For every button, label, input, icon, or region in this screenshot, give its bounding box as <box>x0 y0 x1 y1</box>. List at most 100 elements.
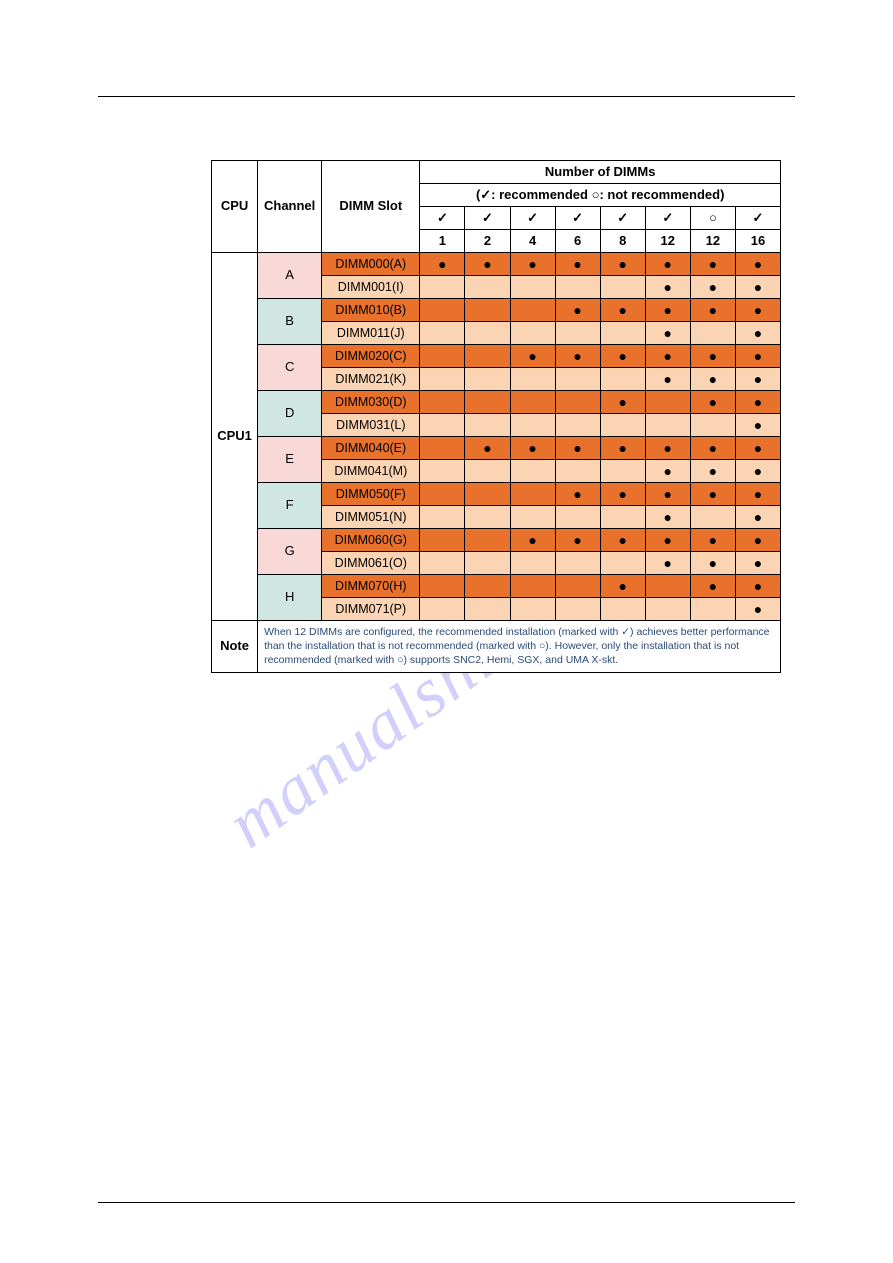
col-header-count-4: 8 <box>600 230 645 253</box>
cell <box>555 552 600 575</box>
cell <box>465 368 510 391</box>
channel-label: C <box>258 345 322 391</box>
cell: ● <box>600 575 645 598</box>
cell: ● <box>510 253 555 276</box>
col-header-count-6: 12 <box>690 230 735 253</box>
cell <box>645 391 690 414</box>
col-header-channel: Channel <box>258 161 322 253</box>
cell <box>600 414 645 437</box>
cell <box>600 322 645 345</box>
cell: ● <box>645 483 690 506</box>
cell: ● <box>510 437 555 460</box>
cell <box>465 276 510 299</box>
table-note-row: Note When 12 DIMMs are configured, the r… <box>212 621 781 673</box>
cell: ● <box>690 391 735 414</box>
cell: ● <box>690 460 735 483</box>
cell <box>555 506 600 529</box>
cell <box>600 506 645 529</box>
col-header-count-7: 16 <box>735 230 780 253</box>
cell: ● <box>645 322 690 345</box>
cell <box>555 322 600 345</box>
dimm-population-table: CPU Channel DIMM Slot Number of DIMMs (✓… <box>211 160 781 673</box>
cell <box>645 598 690 621</box>
dimm-slot-label: DIMM061(O) <box>322 552 420 575</box>
cell <box>690 506 735 529</box>
cell <box>465 345 510 368</box>
col-header-count-0: 1 <box>420 230 465 253</box>
cell: ● <box>690 483 735 506</box>
cell <box>465 460 510 483</box>
col-header-legend: (✓: recommended ○: not recommended) <box>420 184 781 207</box>
dimm-slot-label: DIMM020(C) <box>322 345 420 368</box>
cell <box>420 575 465 598</box>
note-text: When 12 DIMMs are configured, the recomm… <box>258 621 781 673</box>
cell: ● <box>690 345 735 368</box>
col-header-count-3: 6 <box>555 230 600 253</box>
cell <box>510 460 555 483</box>
cell: ● <box>735 483 780 506</box>
cell <box>510 552 555 575</box>
cell: ● <box>600 299 645 322</box>
cell <box>510 414 555 437</box>
cell: ● <box>645 529 690 552</box>
cell: ● <box>645 460 690 483</box>
col-header-count-2: 4 <box>510 230 555 253</box>
channel-label: F <box>258 483 322 529</box>
cell <box>510 322 555 345</box>
col-header-rec-2: ✓ <box>510 207 555 230</box>
col-header-count-1: 2 <box>465 230 510 253</box>
cell <box>465 575 510 598</box>
cell: ● <box>645 345 690 368</box>
cell: ● <box>645 276 690 299</box>
cell <box>420 506 465 529</box>
cell: ● <box>735 575 780 598</box>
cell <box>510 368 555 391</box>
cell: ● <box>645 506 690 529</box>
cell: ● <box>735 322 780 345</box>
cell <box>465 483 510 506</box>
cell: ● <box>735 460 780 483</box>
cell: ● <box>735 437 780 460</box>
cell: ● <box>690 299 735 322</box>
cell: ● <box>555 529 600 552</box>
table-row: F DIMM050(F) ● ● ● ● ● <box>212 483 781 506</box>
cell: ● <box>645 253 690 276</box>
cell <box>645 575 690 598</box>
cell <box>420 414 465 437</box>
cell <box>465 506 510 529</box>
cell: ● <box>735 391 780 414</box>
cell <box>510 276 555 299</box>
channel-label: A <box>258 253 322 299</box>
cell <box>465 299 510 322</box>
cell <box>465 391 510 414</box>
dimm-slot-label: DIMM051(N) <box>322 506 420 529</box>
cell: ● <box>735 368 780 391</box>
cell: ● <box>690 368 735 391</box>
cell: ● <box>645 437 690 460</box>
cell: ● <box>735 345 780 368</box>
dimm-slot-label: DIMM040(E) <box>322 437 420 460</box>
cell: ● <box>690 529 735 552</box>
cell: ● <box>735 299 780 322</box>
cell <box>420 299 465 322</box>
cell <box>510 299 555 322</box>
cell: ● <box>510 345 555 368</box>
dimm-slot-label: DIMM041(M) <box>322 460 420 483</box>
table-row: G DIMM060(G) ● ● ● ● ● ● <box>212 529 781 552</box>
cell: ● <box>465 437 510 460</box>
cell: ● <box>735 276 780 299</box>
cell <box>555 414 600 437</box>
channel-label: G <box>258 529 322 575</box>
cell: ● <box>600 437 645 460</box>
cell: ● <box>555 299 600 322</box>
col-header-rec-1: ✓ <box>465 207 510 230</box>
cell <box>465 322 510 345</box>
table-row: B DIMM010(B) ● ● ● ● ● <box>212 299 781 322</box>
cell: ● <box>645 299 690 322</box>
dimm-slot-label: DIMM031(L) <box>322 414 420 437</box>
cell <box>420 345 465 368</box>
cell <box>465 552 510 575</box>
cell <box>420 437 465 460</box>
col-header-rec-4: ✓ <box>600 207 645 230</box>
cell <box>600 552 645 575</box>
